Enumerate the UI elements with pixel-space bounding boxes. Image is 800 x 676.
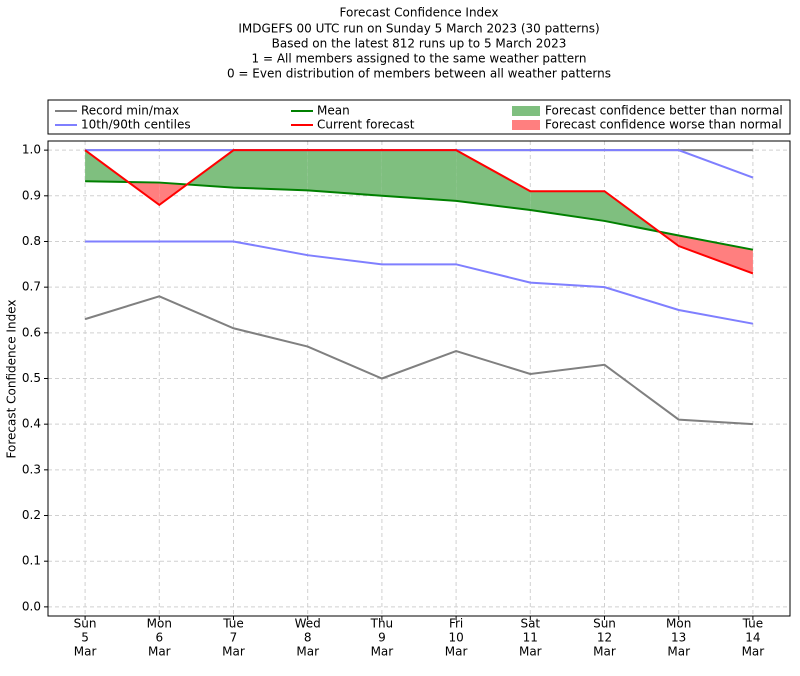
series-line bbox=[85, 240, 754, 325]
x-tick-label: 13 bbox=[671, 631, 686, 645]
x-tick-label: 7 bbox=[230, 631, 238, 645]
x-tick-label: Mar bbox=[445, 645, 468, 659]
x-tick-label: 8 bbox=[304, 631, 312, 645]
y-tick-label: 0.1 bbox=[22, 554, 41, 568]
chart-subtitle: 1 = All members assigned to the same wea… bbox=[252, 52, 587, 66]
x-tick-label: Mar bbox=[593, 645, 616, 659]
fill-worse bbox=[678, 235, 753, 274]
x-tick-label: Mar bbox=[74, 645, 97, 659]
legend-label: Current forecast bbox=[317, 118, 415, 132]
x-tick-label: Sun bbox=[593, 617, 616, 631]
series-line bbox=[84, 295, 753, 426]
fill-better bbox=[233, 150, 308, 191]
x-tick-label: 11 bbox=[523, 631, 538, 645]
y-tick-label: 0.0 bbox=[22, 599, 41, 613]
chart-subtitle: IMDGEFS 00 UTC run on Sunday 5 March 202… bbox=[238, 22, 599, 36]
x-tick-label: Mar bbox=[148, 645, 171, 659]
x-tick-label: Thu bbox=[370, 617, 394, 631]
x-tick-label: 10 bbox=[448, 631, 463, 645]
fill-better bbox=[456, 150, 531, 210]
x-tick-label: Sat bbox=[520, 617, 540, 631]
x-tick-label: Fri bbox=[449, 617, 463, 631]
y-tick-label: 0.5 bbox=[22, 371, 41, 385]
chart-subtitle: 0 = Even distribution of members between… bbox=[227, 67, 611, 81]
x-tick-label: Mon bbox=[666, 617, 691, 631]
legend-label: 10th/90th centiles bbox=[81, 118, 191, 132]
legend-swatch bbox=[512, 106, 540, 116]
x-tick-label: Mar bbox=[519, 645, 542, 659]
x-tick-label: Tue bbox=[742, 617, 764, 631]
plot-frame bbox=[47, 140, 791, 617]
y-axis-label: Forecast Confidence Index bbox=[5, 300, 19, 459]
x-tick-label: Sun bbox=[74, 617, 97, 631]
legend-label: Mean bbox=[317, 104, 350, 118]
chart-subtitle: Based on the latest 812 runs up to 5 Mar… bbox=[272, 37, 567, 51]
legend-box bbox=[47, 99, 791, 135]
fill-better bbox=[307, 150, 382, 196]
y-tick-label: 1.0 bbox=[22, 143, 41, 157]
x-tick-label: Tue bbox=[222, 617, 244, 631]
x-tick-label: 12 bbox=[597, 631, 612, 645]
x-tick-label: 6 bbox=[155, 631, 163, 645]
legend-label: Record min/max bbox=[81, 104, 179, 118]
y-tick-label: 0.9 bbox=[22, 188, 41, 202]
x-tick-label: 5 bbox=[81, 631, 89, 645]
x-tick-label: 9 bbox=[378, 631, 386, 645]
y-tick-label: 0.7 bbox=[22, 280, 41, 294]
x-tick-label: Mar bbox=[296, 645, 319, 659]
legend-label: Forecast confidence worse than normal bbox=[545, 118, 782, 132]
y-tick-label: 0.6 bbox=[22, 325, 41, 339]
x-tick-label: Mon bbox=[147, 617, 172, 631]
y-tick-label: 0.2 bbox=[22, 508, 41, 522]
legend-swatch bbox=[512, 120, 540, 130]
fill-better bbox=[530, 191, 605, 221]
y-tick-label: 0.8 bbox=[22, 234, 41, 248]
y-tick-label: 0.4 bbox=[22, 417, 41, 431]
chart-title: Forecast Confidence Index bbox=[340, 6, 499, 20]
fill-better bbox=[381, 150, 457, 201]
x-tick-label: Mar bbox=[742, 645, 765, 659]
x-tick-label: Wed bbox=[295, 617, 321, 631]
legend-label: Forecast confidence better than normal bbox=[545, 104, 783, 118]
x-tick-label: Mar bbox=[667, 645, 690, 659]
series-line bbox=[84, 149, 754, 275]
x-tick-label: 14 bbox=[745, 631, 760, 645]
y-tick-label: 0.3 bbox=[22, 462, 41, 476]
x-tick-label: Mar bbox=[222, 645, 245, 659]
x-tick-label: Mar bbox=[371, 645, 394, 659]
series-line bbox=[85, 180, 754, 251]
